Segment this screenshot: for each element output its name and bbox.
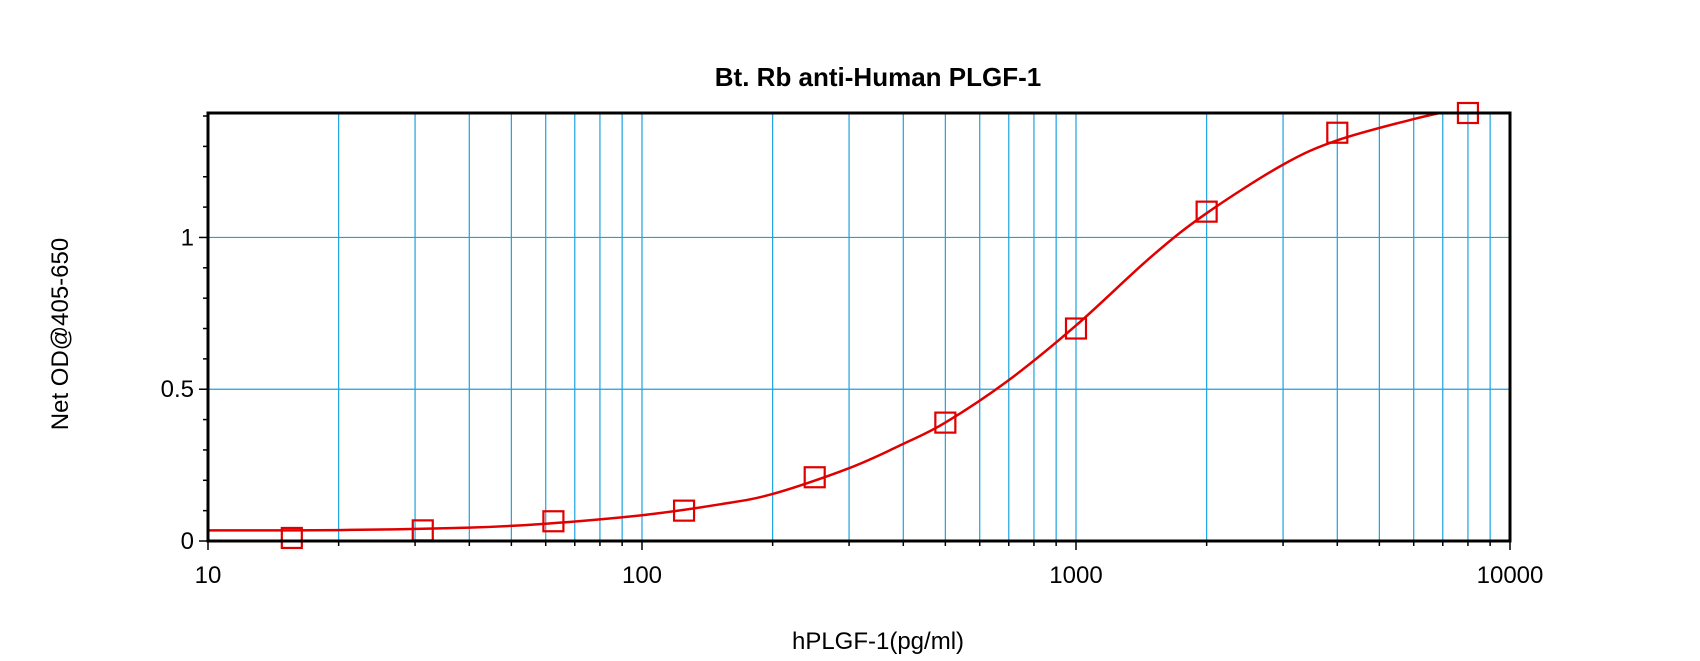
- tick-labels: 10 100 1000 10000 0 0.5 1: [161, 224, 1544, 589]
- tick-marks: [199, 115, 1511, 550]
- data-point: [411, 519, 434, 542]
- x-tick-label: 10000: [1477, 562, 1544, 589]
- x-tick-label: 1000: [1049, 562, 1102, 589]
- fit-curve: [208, 113, 1446, 532]
- y-tick-label: 0.5: [161, 376, 194, 403]
- data-points: [280, 101, 1480, 550]
- data-point: [542, 510, 565, 533]
- chart-title: Bt. Rb anti-Human PLGF-1: [715, 62, 1041, 92]
- data-point: [803, 466, 826, 489]
- data-point: [672, 499, 696, 522]
- x-axis-label: hPLGF-1(pg/ml): [792, 628, 964, 655]
- data-point: [934, 411, 957, 434]
- x-tick-label: 10: [195, 562, 222, 589]
- y-tick-label: 0: [181, 528, 194, 555]
- grid: [208, 113, 1510, 541]
- y-axis-label: Net OD@405-650: [47, 238, 74, 430]
- data-point: [280, 526, 303, 550]
- data-point: [1195, 200, 1218, 223]
- fit-curve-layer: [208, 113, 1446, 532]
- data-point: [1064, 317, 1088, 340]
- y-tick-label: 1: [181, 224, 194, 251]
- data-point: [1326, 121, 1349, 144]
- plot-frame: [206, 111, 1512, 543]
- x-tick-label: 100: [622, 562, 662, 589]
